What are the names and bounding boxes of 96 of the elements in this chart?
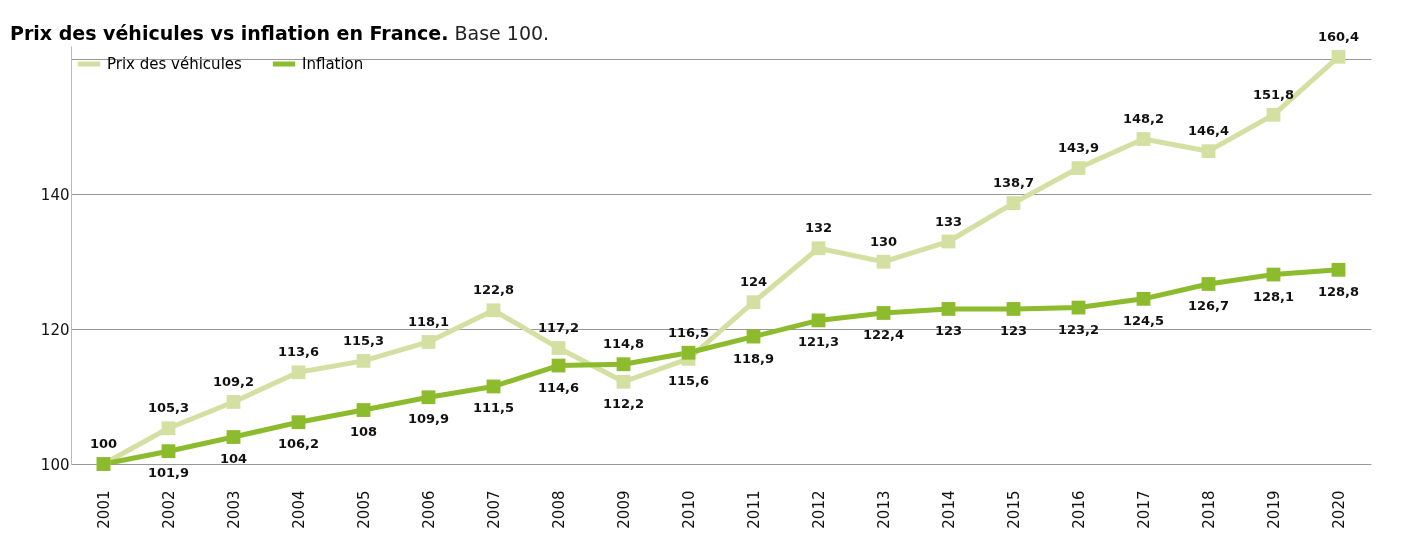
x-tick-label: 2014 [940,490,958,529]
x-tick-label: 2020 [1330,490,1348,529]
x-tick-label: 2012 [810,490,828,529]
data-label: 133 [934,213,963,229]
point [746,295,761,310]
point [551,341,566,355]
x-tick-label: 2008 [550,490,568,529]
x-tick-label: 2011 [745,490,763,529]
data-label: 122,4 [862,326,905,342]
data-label: 114,8 [602,336,645,352]
point [421,335,436,349]
legend-label: Prix des véhicules [107,55,243,73]
legend-label: Inflation [302,55,364,73]
point [616,374,631,389]
data-label: 109,9 [407,411,450,427]
point [421,390,436,405]
x-tick-label: 2003 [225,490,243,529]
data-label: 123 [999,322,1028,338]
data-label: 104 [219,451,248,467]
x-tick-label: 2007 [485,490,503,529]
chart-title: Prix des véhicules vs inflation en France. [10,22,449,44]
x-tick-label: 2017 [1135,490,1153,529]
data-label: 111,5 [472,400,515,416]
data-label: 115,3 [342,332,385,348]
point [1136,132,1151,146]
data-label: 118,9 [732,350,775,366]
data-label: 112,2 [602,395,645,411]
x-tick-label: 2013 [875,490,893,529]
point [876,306,891,320]
x-tick-label: 2001 [95,490,113,529]
y-tick-label: 140 [40,185,70,204]
point [876,254,891,269]
data-label: 128,8 [1317,283,1360,299]
x-tick-label: 2006 [420,490,438,529]
x-tick-label: 2019 [1265,490,1283,529]
x-tick-label: 2005 [355,490,373,529]
data-label: 130 [869,233,898,249]
y-tick-label: 120 [40,320,70,339]
point [161,444,176,459]
point [681,345,696,360]
x-tick-label: 2009 [615,490,633,529]
point [161,421,176,436]
point [291,365,306,380]
data-label: 138,7 [992,175,1035,191]
data-label: 114,6 [537,379,580,395]
data-label: 126,7 [1187,297,1230,313]
point [486,303,501,318]
chart-subtitle: Base 100. [454,22,550,44]
x-tick-label: 2015 [1005,490,1023,529]
data-label: 108 [349,424,378,440]
data-label: 101,9 [147,465,190,481]
data-label: 160,4 [1317,28,1360,44]
data-label: 132 [804,220,833,236]
data-label: 115,6 [667,372,710,388]
x-tick-label: 2016 [1070,490,1088,529]
data-label: 124 [739,274,768,290]
data-label: 143,9 [1057,140,1100,156]
x-tick-label: 2004 [290,490,308,529]
point [226,430,241,444]
data-label: 148,2 [1122,111,1165,127]
data-label: 151,8 [1252,86,1295,102]
point [811,241,826,256]
point [226,395,241,409]
data-label: 105,3 [147,400,190,416]
x-tick-label: 2002 [160,490,178,529]
data-label: 122,8 [472,282,515,298]
y-tick-label: 100 [40,455,70,474]
point [1006,302,1021,316]
data-label: 123,2 [1057,321,1100,337]
data-label: 121,3 [797,334,840,350]
data-label: 109,2 [212,373,255,389]
point [1266,107,1281,122]
data-label: 146,4 [1187,123,1230,139]
point [616,357,631,372]
data-label: 128,1 [1252,288,1295,304]
point [1201,277,1216,291]
data-label: 117,2 [537,320,580,336]
point [291,415,306,430]
data-label: 118,1 [407,313,450,329]
data-label: 123 [934,322,963,338]
point [1136,291,1151,306]
point [941,302,956,316]
point [1201,144,1216,159]
point [1006,196,1021,210]
point [356,353,371,368]
data-label: 113,6 [277,344,320,360]
data-label: 124,5 [1122,312,1165,328]
point [356,403,371,417]
point [1331,262,1346,277]
data-label: 100 [89,436,118,451]
x-tick-label: 2018 [1200,490,1218,529]
point [1331,49,1346,64]
x-tick-label: 2010 [680,490,698,529]
data-label: 116,5 [667,324,710,340]
data-label: 106,2 [277,436,320,452]
point [1071,161,1086,175]
